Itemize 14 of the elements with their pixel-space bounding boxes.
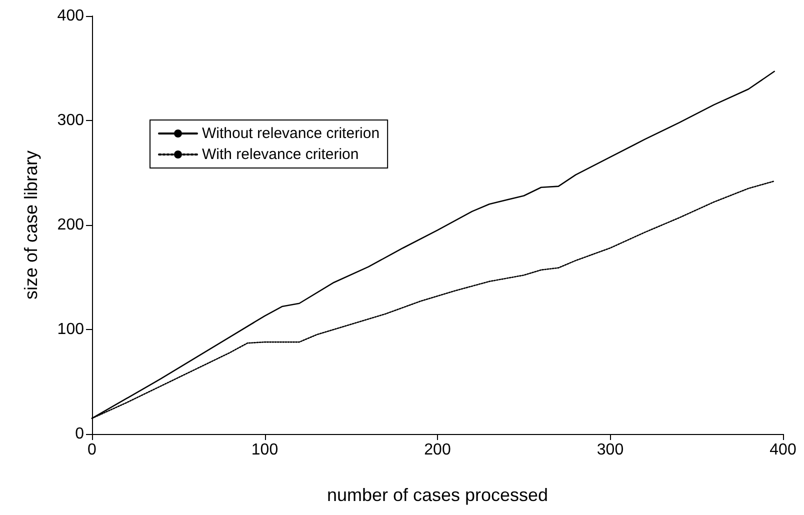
y-tick-label: 200 — [57, 216, 84, 234]
legend-label: Without relevance criterion — [202, 125, 380, 142]
x-tick-label: 0 — [88, 442, 97, 458]
y-axis-title: size of case library — [21, 150, 41, 300]
x-tick-label: 400 — [770, 442, 796, 458]
x-tick-label: 300 — [596, 442, 624, 458]
y-tick-label: 300 — [57, 112, 84, 129]
legend-label: With relevance criterion — [202, 146, 359, 163]
x-tick-label: 100 — [251, 442, 278, 458]
y-tick-label: 400 — [57, 8, 84, 24]
x-tick-label: 200 — [424, 442, 451, 458]
x-axis-title: number of cases processed — [326, 485, 548, 505]
y-tick-label: 100 — [57, 321, 84, 338]
y-tick-label: 0 — [75, 426, 84, 442]
